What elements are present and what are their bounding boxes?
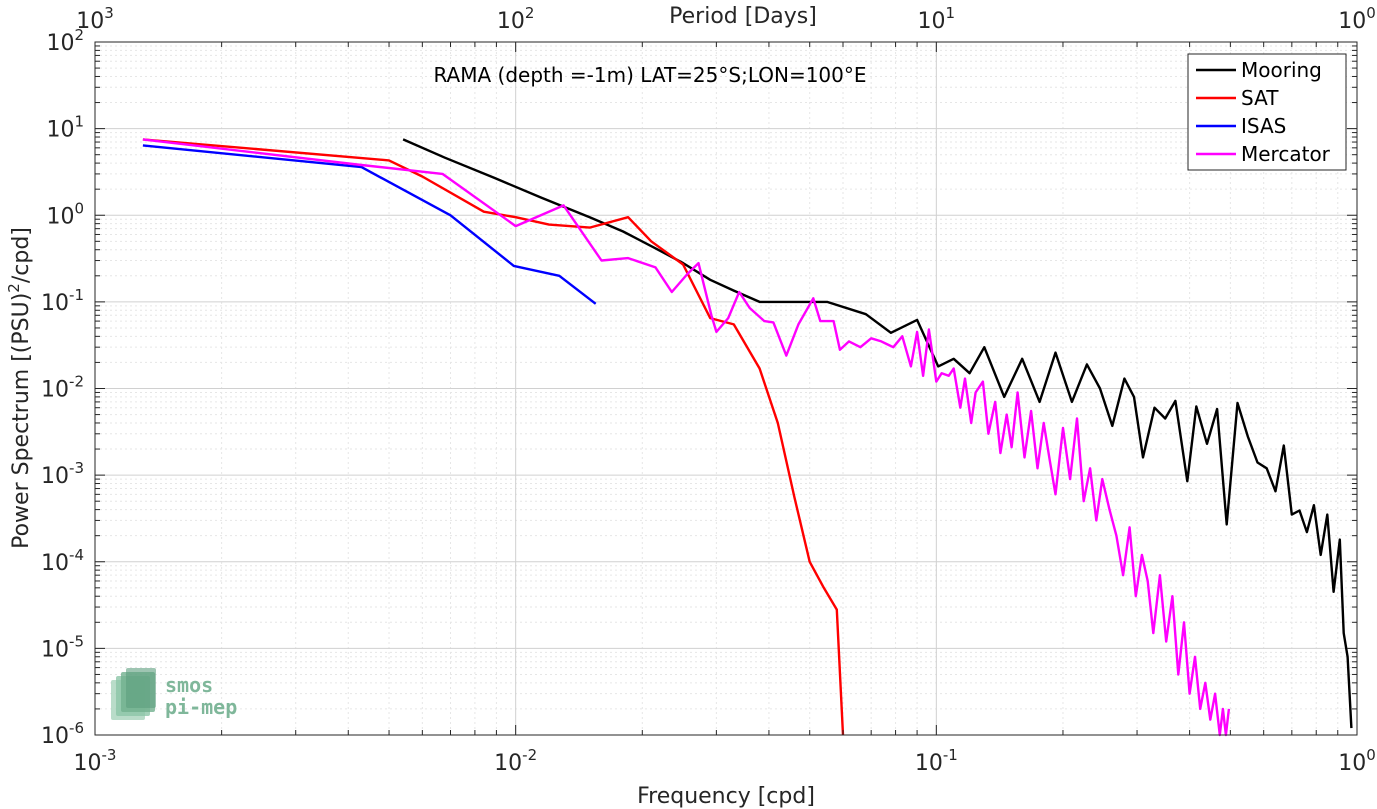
y-tick-label-exp: 0 [74, 199, 84, 217]
x-tick-label-base: 10 [1338, 751, 1366, 776]
top-tick-label-base: 10 [76, 9, 104, 34]
x-tick-label-base: 10 [74, 751, 102, 776]
y-axis-title: Power Spectrum [(PSU)2/cpd] [5, 227, 34, 549]
logo-text-pimep: pi-mep [165, 695, 237, 719]
x-axis-title: Frequency [cpd] [637, 784, 815, 809]
logo-mark-icon [111, 668, 156, 720]
y-tick-label-exp: -4 [69, 546, 84, 564]
y-axis-title-sup: 2 [5, 283, 23, 293]
x-tick-label-exp: -3 [102, 746, 117, 764]
y-tick-label-exp: 1 [74, 113, 84, 131]
y-tick-label: 102 [46, 26, 84, 56]
y-tick-label-base: 10 [41, 551, 69, 576]
top-tick-label-exp: 3 [104, 4, 114, 22]
x-tick-label: 100 [1338, 746, 1376, 776]
x-tick-label-base: 10 [494, 751, 522, 776]
top-tick-label-base: 10 [1338, 9, 1366, 34]
y-tick-label-exp: -6 [69, 719, 84, 737]
legend-label-mercator: Mercator [1241, 142, 1331, 166]
y-tick-label-exp: -3 [69, 459, 84, 477]
y-tick-label-exp: -1 [69, 286, 84, 304]
logo-text-smos: smos [165, 673, 213, 697]
top-tick-label-base: 10 [918, 9, 946, 34]
y-tick-label: 10-1 [41, 286, 84, 316]
y-axis-title-end: /cpd] [9, 227, 34, 283]
y-tick-label: 10-4 [41, 546, 84, 576]
axis-ticks [94, 41, 1358, 736]
x-tick-label: 10-1 [915, 746, 958, 776]
y-tick-label-base: 10 [46, 118, 74, 143]
y-tick-label-base: 10 [41, 291, 69, 316]
series-line-mooring [402, 138, 1353, 729]
series-lines [142, 138, 1353, 737]
legend: Mooring SAT ISAS Mercator [1187, 53, 1347, 171]
top-tick-label-exp: 2 [525, 4, 535, 22]
y-tick-label-exp: -2 [69, 373, 84, 391]
legend-box [1187, 53, 1347, 171]
x-tick-label-base: 10 [915, 751, 943, 776]
y-tick-label: 10-3 [41, 459, 84, 489]
top-tick-label: 103 [76, 4, 114, 34]
y-tick-label-base: 10 [41, 378, 69, 403]
x-tick-label: 10-2 [494, 746, 537, 776]
series-line-sat [142, 138, 845, 736]
x-tick-label-exp: 0 [1366, 746, 1376, 764]
legend-label-isas: ISAS [1241, 114, 1286, 138]
y-tick-label-exp: -5 [69, 632, 84, 650]
top-tick-label: 102 [497, 4, 535, 34]
y-tick-label: 10-2 [41, 373, 84, 403]
series-line-mercator [142, 138, 1231, 737]
top-tick-label-exp: 0 [1366, 4, 1376, 22]
y-tick-label-exp: 2 [74, 26, 84, 44]
y-tick-label: 10-6 [41, 719, 84, 749]
y-tick-label: 100 [46, 199, 84, 229]
x-tick-label-exp: -1 [943, 746, 958, 764]
y-tick-label-base: 10 [41, 464, 69, 489]
top-tick-label-exp: 1 [946, 4, 956, 22]
y-tick-label-base: 10 [46, 31, 74, 56]
legend-label-sat: SAT [1241, 86, 1279, 110]
top-axis-title: Period [Days] [669, 4, 817, 29]
smos-pimep-logo: smos pi-mep [111, 668, 237, 720]
y-tick-label: 10-5 [41, 632, 84, 662]
y-tick-label-base: 10 [41, 724, 69, 749]
legend-label-mooring: Mooring [1241, 58, 1322, 82]
top-tick-label: 100 [1338, 4, 1376, 34]
x-tick-label-exp: -2 [522, 746, 537, 764]
x-tick-label: 10-3 [74, 746, 117, 776]
minor-grid [95, 42, 1357, 735]
y-tick-label: 101 [46, 113, 84, 143]
y-axis-title-main: Power Spectrum [(PSU) [9, 293, 34, 549]
chart-title: RAMA (depth =-1m) LAT=25°S;LON=100°E [433, 63, 866, 87]
top-tick-label: 101 [918, 4, 956, 34]
y-tick-label-base: 10 [46, 204, 74, 229]
top-tick-label-base: 10 [497, 9, 525, 34]
y-tick-label-base: 10 [41, 637, 69, 662]
series-line-isas [142, 144, 597, 305]
